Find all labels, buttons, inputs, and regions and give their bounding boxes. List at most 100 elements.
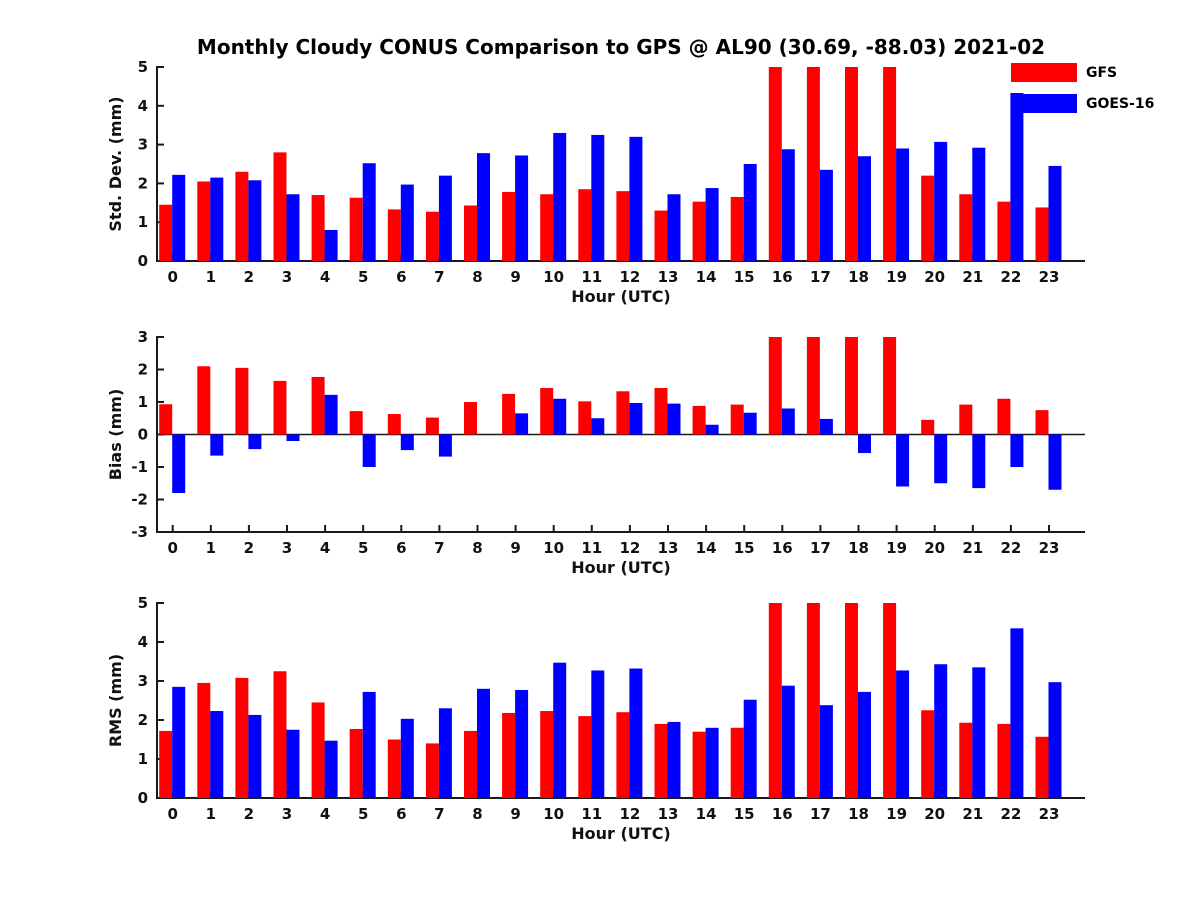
svg-text:23: 23 (1039, 268, 1060, 286)
gfs-color-swatch (1011, 63, 1077, 82)
svg-text:2: 2 (244, 539, 254, 557)
svg-text:15: 15 (734, 539, 755, 557)
svg-text:1: 1 (206, 805, 216, 823)
svg-text:2: 2 (138, 711, 148, 729)
svg-text:Std. Dev. (mm): Std. Dev. (mm) (106, 96, 125, 231)
svg-text:16: 16 (772, 268, 793, 286)
svg-text:14: 14 (696, 539, 717, 557)
svg-text:8: 8 (472, 805, 482, 823)
svg-text:10: 10 (543, 539, 564, 557)
svg-text:17: 17 (810, 268, 831, 286)
svg-text:5: 5 (358, 268, 368, 286)
svg-text:19: 19 (886, 805, 907, 823)
svg-text:17: 17 (810, 539, 831, 557)
svg-text:3: 3 (282, 539, 292, 557)
svg-text:13: 13 (658, 539, 679, 557)
svg-text:22: 22 (1000, 805, 1021, 823)
svg-text:1: 1 (206, 539, 216, 557)
goes16-color-swatch (1011, 94, 1077, 113)
svg-text:4: 4 (320, 805, 330, 823)
svg-text:7: 7 (434, 539, 444, 557)
svg-text:5: 5 (358, 539, 368, 557)
svg-text:0: 0 (138, 426, 148, 444)
svg-text:-2: -2 (131, 491, 148, 509)
svg-text:3: 3 (282, 268, 292, 286)
svg-text:20: 20 (924, 268, 945, 286)
svg-text:17: 17 (810, 805, 831, 823)
svg-text:14: 14 (696, 268, 717, 286)
svg-text:4: 4 (320, 539, 330, 557)
svg-text:15: 15 (734, 268, 755, 286)
svg-text:20: 20 (924, 805, 945, 823)
svg-text:Hour (UTC): Hour (UTC) (571, 824, 671, 843)
svg-text:18: 18 (848, 539, 869, 557)
legend-item-goes16: GOES-16 (1011, 94, 1154, 113)
svg-text:2: 2 (244, 805, 254, 823)
svg-text:1: 1 (138, 750, 148, 768)
svg-text:9: 9 (510, 805, 520, 823)
svg-text:RMS (mm): RMS (mm) (106, 654, 125, 747)
svg-text:11: 11 (581, 268, 602, 286)
svg-text:9: 9 (510, 268, 520, 286)
svg-text:2: 2 (244, 268, 254, 286)
svg-text:7: 7 (434, 268, 444, 286)
svg-text:11: 11 (581, 805, 602, 823)
svg-text:1: 1 (206, 268, 216, 286)
svg-text:2: 2 (138, 174, 148, 192)
svg-text:18: 18 (848, 268, 869, 286)
svg-text:3: 3 (138, 328, 148, 346)
svg-text:0: 0 (167, 805, 177, 823)
svg-text:19: 19 (886, 539, 907, 557)
svg-text:16: 16 (772, 805, 793, 823)
svg-text:22: 22 (1000, 539, 1021, 557)
svg-text:0: 0 (167, 268, 177, 286)
svg-text:21: 21 (962, 805, 983, 823)
svg-text:7: 7 (434, 805, 444, 823)
svg-text:5: 5 (358, 805, 368, 823)
svg-text:13: 13 (658, 268, 679, 286)
svg-text:12: 12 (619, 268, 640, 286)
svg-text:21: 21 (962, 539, 983, 557)
svg-text:10: 10 (543, 805, 564, 823)
svg-text:5: 5 (138, 58, 148, 76)
svg-text:1: 1 (138, 393, 148, 411)
svg-text:9: 9 (510, 539, 520, 557)
svg-text:5: 5 (138, 594, 148, 612)
svg-text:21: 21 (962, 268, 983, 286)
svg-text:3: 3 (138, 672, 148, 690)
svg-text:1: 1 (138, 213, 148, 231)
svg-text:8: 8 (472, 268, 482, 286)
svg-text:8: 8 (472, 539, 482, 557)
svg-text:3: 3 (138, 136, 148, 154)
svg-text:16: 16 (772, 539, 793, 557)
svg-text:4: 4 (138, 633, 148, 651)
svg-text:Hour (UTC): Hour (UTC) (571, 287, 671, 306)
svg-text:4: 4 (138, 97, 148, 115)
svg-text:11: 11 (581, 539, 602, 557)
svg-text:-1: -1 (131, 458, 148, 476)
svg-text:12: 12 (619, 539, 640, 557)
svg-text:Hour (UTC): Hour (UTC) (571, 558, 671, 577)
legend-item-gfs: GFS (1011, 63, 1154, 82)
svg-text:-3: -3 (131, 523, 148, 541)
svg-text:0: 0 (138, 789, 148, 807)
chart-title: Monthly Cloudy CONUS Comparison to GPS @… (196, 35, 1046, 59)
svg-text:12: 12 (619, 805, 640, 823)
svg-text:Bias (mm): Bias (mm) (106, 389, 125, 481)
svg-text:4: 4 (320, 268, 330, 286)
svg-text:6: 6 (396, 268, 406, 286)
svg-text:13: 13 (658, 805, 679, 823)
svg-text:6: 6 (396, 805, 406, 823)
svg-text:20: 20 (924, 539, 945, 557)
svg-text:15: 15 (734, 805, 755, 823)
svg-text:18: 18 (848, 805, 869, 823)
svg-text:0: 0 (138, 252, 148, 270)
svg-text:10: 10 (543, 268, 564, 286)
svg-text:3: 3 (282, 805, 292, 823)
legend: GFS GOES-16 (1011, 63, 1154, 125)
svg-text:6: 6 (396, 539, 406, 557)
svg-text:23: 23 (1039, 805, 1060, 823)
svg-text:19: 19 (886, 268, 907, 286)
